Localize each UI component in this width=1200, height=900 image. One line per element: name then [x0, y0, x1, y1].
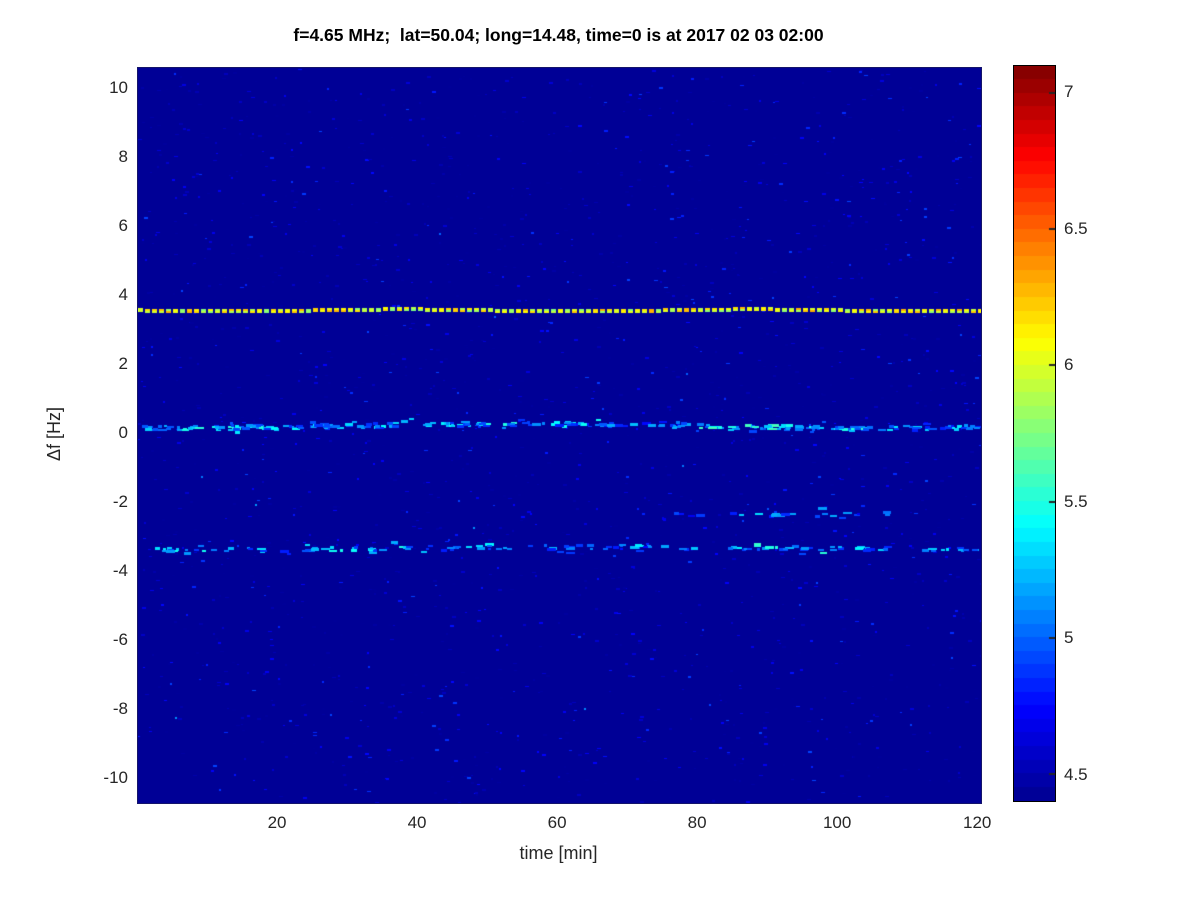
y-tick-label: 10: [109, 77, 128, 97]
x-tick-label: 60: [547, 813, 567, 832]
y-axis-label: Δf [Hz]: [44, 406, 64, 462]
x-tick-label: 80: [687, 813, 707, 832]
colorbar-tick-label: 6.5: [1064, 218, 1088, 238]
colorbar-tick-label: 5.5: [1064, 491, 1088, 511]
y-tick-label: 8: [118, 146, 128, 166]
colorbar-tick-label: 5: [1064, 628, 1074, 648]
plot-title: f=4.65 MHz; lat=50.04; long=14.48, time=…: [293, 25, 824, 45]
y-tick-label: -4: [112, 560, 128, 580]
y-tick-label: -8: [112, 698, 128, 718]
colorbar-gradient-canvas: [1014, 66, 1055, 801]
colorbar-tick-label: 6: [1064, 355, 1074, 375]
colorbar-tick-label: 7: [1064, 82, 1074, 102]
y-tick-label: -6: [112, 629, 128, 649]
x-tick-label: 20: [267, 813, 287, 832]
y-tick-label: 0: [118, 422, 128, 442]
y-tick-label: 4: [118, 284, 128, 304]
x-tick-label: 100: [822, 813, 852, 832]
y-tick-label: 2: [118, 353, 128, 373]
colorbar-tick-label: 4.5: [1064, 764, 1088, 784]
x-tick-label: 40: [407, 813, 427, 832]
spectrogram-plot-area: [137, 67, 982, 804]
spectrogram-heatmap-canvas: [138, 68, 981, 803]
x-tick-label: 120: [963, 813, 992, 832]
y-tick-label: 6: [118, 215, 128, 235]
colorbar: [1013, 65, 1056, 802]
x-axis-label: time [min]: [519, 843, 598, 863]
y-tick-label: -2: [112, 491, 128, 511]
y-tick-label: -10: [103, 767, 128, 787]
